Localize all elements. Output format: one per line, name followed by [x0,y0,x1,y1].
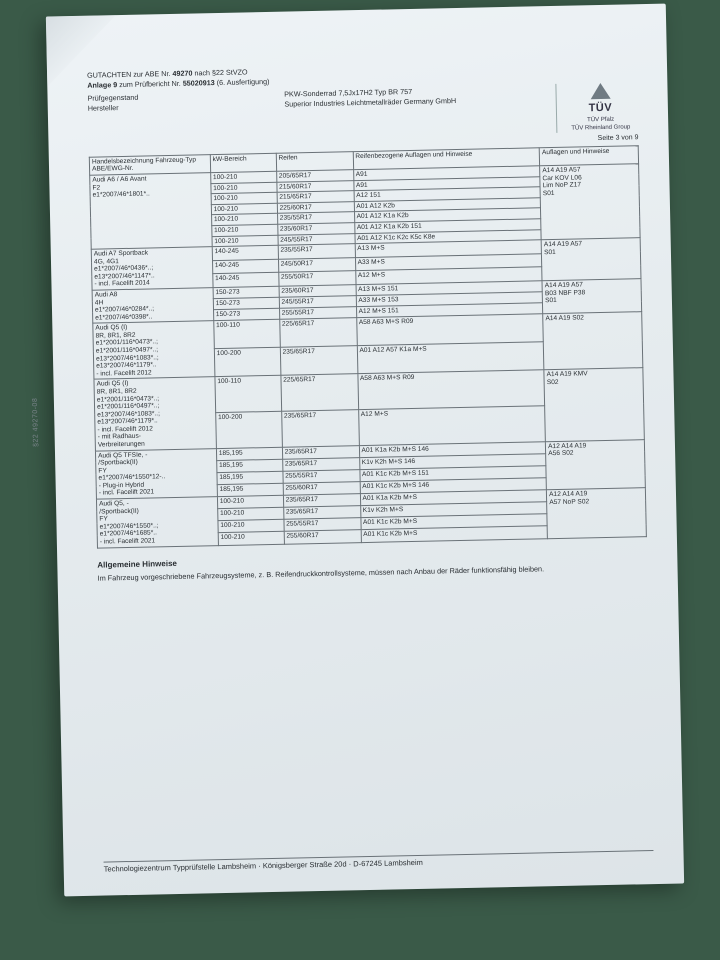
cell-vehicle: Audi Q5 (I) 8R, 8R1, 8R2 e1*2001/116*047… [94,377,216,451]
cell-kw: 140-245 [212,259,278,274]
tuv-label: TÜV [563,101,638,117]
side-print: §22 49270-08 [32,398,40,447]
cell-kw: 100-200 [215,411,282,448]
cell-reifen-auflagen: A58 A63 M+S R09 [356,314,543,346]
tuv-logo: TÜV TÜV Pfalz TÜV Rheinland Group [555,83,638,134]
vehicle-table: Handelsbezeichnung Fahrzeug-Typ ABE/EWG-… [89,145,647,548]
cell-vehicle: Audi A6 / A6 Avant F2 e1*2007/46*1801*.. [90,173,212,250]
document-header: GUTACHTEN zur ABE Nr. 49270 nach §22 StV… [87,59,639,154]
pruef-nr: 55020913 [183,78,215,88]
cell-kw: 140-245 [213,273,279,288]
cell-auflagen: A14 A19 A57 S01 [541,238,641,281]
cell-reifen-auflagen: A12 M+S [358,406,545,446]
cell-reifen: 225/65R17 [279,318,356,348]
cell-auflagen: A14 A19 A57 Car KOV L06 Lim NoP Z17 S01 [540,164,640,240]
anlage: Anlage 9 [87,80,117,90]
cell-kw: 100-200 [214,348,280,377]
cell-auflagen: A12 A14 A19 A57 NoP S02 [547,488,647,539]
page-footer: Technologiezentrum Typprüfstelle Lambshe… [104,850,654,874]
cell-vehicle: Audi Q5 (I) 8R, 8R1, 8R2 e1*2001/116*047… [93,321,215,380]
col-auflagen: Auflagen und Hinweise [539,146,638,166]
cell-reifen-auflagen: A58 A63 M+S R09 [357,370,544,409]
cell-auflagen: A14 A19 S02 [543,312,643,370]
cell-reifen-auflagen: A01 A12 A57 K1a M+S [357,342,544,374]
cell-reifen-auflagen: A01 K1c K2b M+S [361,526,548,542]
cell-reifen: 255/60R17 [284,530,361,544]
cell-kw: 140-245 [212,245,278,260]
document-page: §22 49270-08 GUTACHTEN zur ABE Nr. 49270… [46,4,684,897]
cell-vehicle: Audi Q5 TFSIe, - /Sportback(II) FY e1*20… [95,448,217,499]
cell-vehicle: Audi Q5, - /Sportback(II) FY e1*2007/46*… [96,497,218,548]
hdr-text: (6. Ausfertigung) [215,77,270,87]
col-kw: kW-Bereich [210,153,276,173]
cell-auflagen: A12 A14 A19 A56 S02 [546,439,646,490]
cell-reifen: 235/65R17 [281,410,359,447]
cell-auflagen: A14 A19 A57 B03 NBF P38 S01 [542,279,642,314]
hdr-text: zum Prüfbericht Nr. [117,78,183,88]
cell-kw: 100-210 [218,532,284,546]
triangle-icon [590,83,610,99]
hdr-text: nach §22 StVZO [192,67,247,77]
cell-kw: 100-110 [215,376,282,413]
cell-auflagen: A14 A19 KMV S02 [544,368,644,441]
col-reifen: Reifen [276,152,353,172]
cell-kw: 100-110 [214,320,280,349]
tuv-sub: TÜV Rheinland Group [563,124,638,134]
cell-vehicle: Audi A8 4H e1*2007/46*0284*..; e1*2007/4… [92,288,213,324]
general-notes: Allgemeine Hinweise Im Fahrzeug vorgesch… [97,549,647,583]
cell-reifen: 235/65R17 [280,346,357,376]
abe-nr: 49270 [172,69,192,78]
cell-reifen: 225/65R17 [281,374,359,411]
cell-vehicle: Audi A7 Sportback 4G, 4G1 e1*2007/46*043… [91,247,213,290]
